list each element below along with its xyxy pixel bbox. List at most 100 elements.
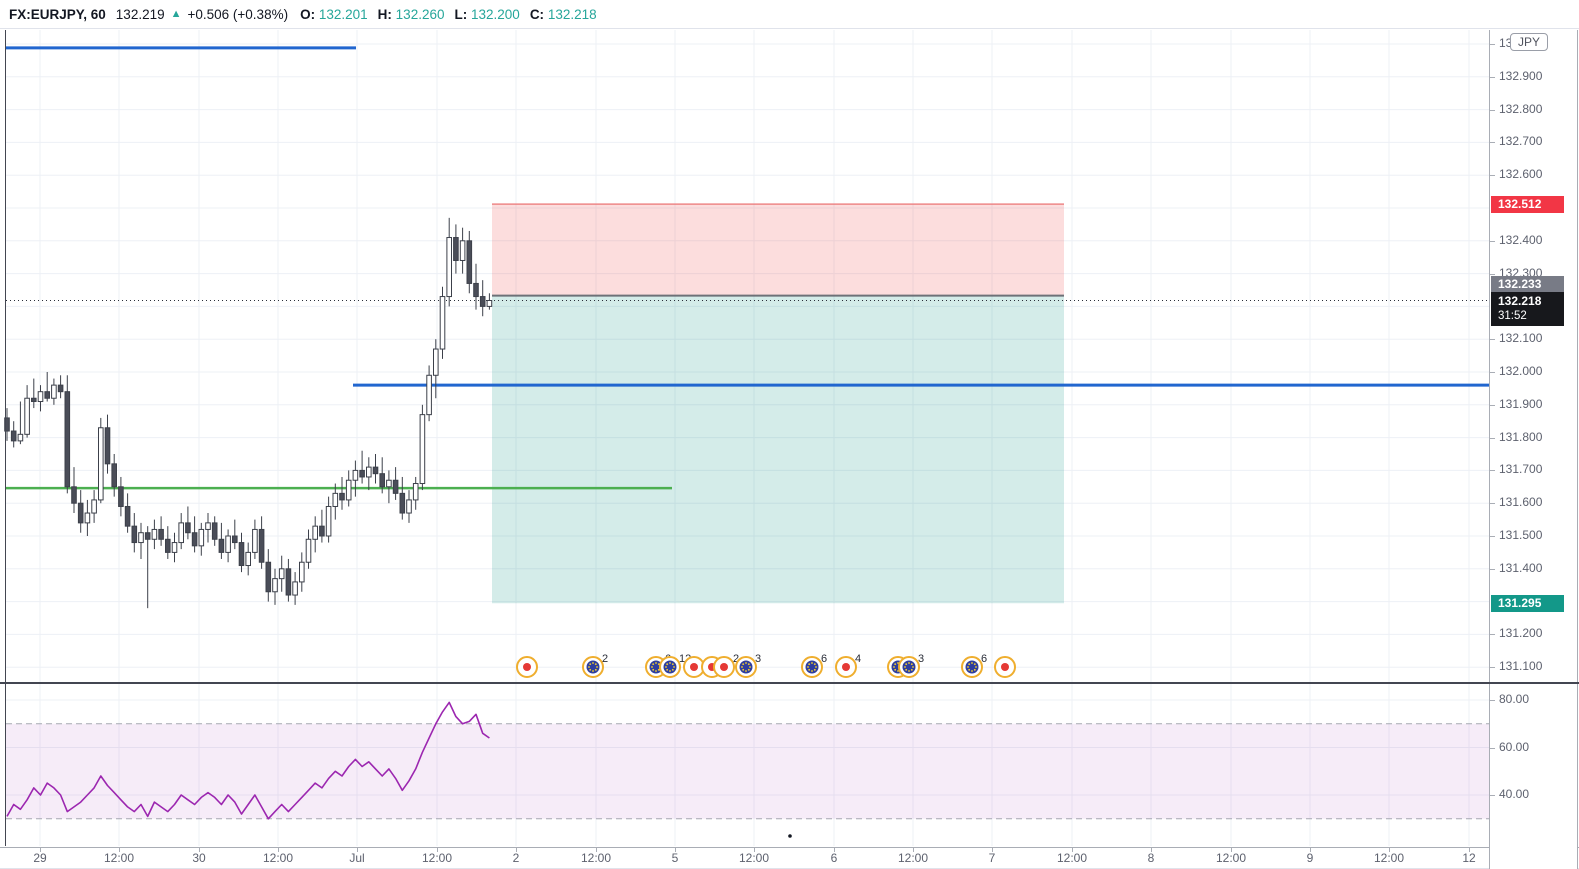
price-axis-tick xyxy=(1490,339,1495,341)
economic-event-marker-eu[interactable]: 6 xyxy=(801,653,827,678)
price-axis-label: 131.900 xyxy=(1499,396,1543,411)
candle-body xyxy=(138,532,144,544)
position-profit-zone[interactable] xyxy=(492,295,1064,604)
time-axis-label: 12:00 xyxy=(738,851,770,865)
time-axis-tick xyxy=(913,848,914,852)
eu-star-dot xyxy=(893,666,895,668)
open-value: 132.201 xyxy=(318,6,368,22)
candle-body xyxy=(191,532,198,547)
candle-body xyxy=(98,427,104,501)
event-count: 2 xyxy=(602,653,608,665)
price-axis-tick xyxy=(1490,568,1495,570)
eu-star-dot xyxy=(908,662,910,664)
candle-body xyxy=(158,528,164,540)
eu-star-dot xyxy=(808,668,811,671)
economic-event-marker-eu[interactable]: 12 xyxy=(659,653,691,678)
candle-body xyxy=(10,430,17,442)
eu-star-dot xyxy=(905,668,908,671)
time-axis-tick xyxy=(754,848,755,852)
eu-star-dot xyxy=(905,663,908,666)
time-axis-label: 12:00 xyxy=(421,851,453,865)
eu-star-dot xyxy=(811,670,813,672)
time-axis-label: Jul xyxy=(349,851,365,865)
axis-corner xyxy=(1489,847,1578,869)
time-axis-tick xyxy=(834,848,835,852)
time-axis-tick xyxy=(992,848,993,852)
chart-left-border xyxy=(5,30,6,846)
price-axis[interactable]: 132.512 132.233 132.218 31:52 131.295 JP… xyxy=(1489,30,1578,847)
position-risk-zone[interactable] xyxy=(492,204,1064,296)
economic-event-marker-jp[interactable] xyxy=(516,656,538,678)
entry-price-label[interactable]: 132.233 xyxy=(1491,276,1564,294)
currency-badge[interactable]: JPY xyxy=(1510,33,1549,51)
economic-event-marker-jp[interactable]: 4 xyxy=(835,653,861,678)
price-axis-tick xyxy=(1490,240,1495,242)
eu-star-dot xyxy=(671,663,674,666)
time-axis-tick xyxy=(1072,848,1073,852)
event-count: 4 xyxy=(855,653,861,665)
stop-price-label[interactable]: 131.295 xyxy=(1491,594,1564,612)
eu-star-dot xyxy=(808,663,811,666)
eu-star-dot xyxy=(908,670,910,672)
time-axis-tick xyxy=(516,848,517,852)
candle-body xyxy=(339,492,345,501)
price-axis-tick xyxy=(1490,536,1495,537)
eu-star-dot xyxy=(666,663,669,666)
price-axis-tick xyxy=(1490,503,1495,505)
candle-body xyxy=(24,397,30,435)
candle-body xyxy=(305,538,312,563)
candle-body xyxy=(486,299,493,307)
price-axis-tick xyxy=(1490,372,1495,373)
candle-body xyxy=(419,414,426,485)
time-axis-tick xyxy=(675,848,676,852)
price-axis-tick xyxy=(1490,76,1495,78)
rsi-band xyxy=(6,723,1489,819)
bar-countdown: 31:52 xyxy=(1498,310,1527,323)
economic-event-marker-eu[interactable]: 2 xyxy=(582,653,608,678)
candle-body xyxy=(439,296,446,350)
pane-divider[interactable] xyxy=(0,682,1579,684)
eu-star-dot xyxy=(813,663,816,666)
candle-body xyxy=(104,427,111,465)
candle-body xyxy=(299,561,305,583)
candle-body xyxy=(198,528,205,547)
eu-star-dot xyxy=(655,670,657,672)
time-axis[interactable]: 29 12:00 30 12:00 Jul 12:00 2 12:00 5 12:00 6 12:00… xyxy=(0,847,1579,869)
target-price-label[interactable]: 132.512 xyxy=(1491,195,1564,213)
price-axis-label: 131.100 xyxy=(1499,659,1543,674)
economic-event-marker-jp[interactable] xyxy=(683,656,705,678)
time-axis-tick xyxy=(437,848,438,852)
candle-body xyxy=(211,522,218,540)
open-label: O: xyxy=(300,6,316,22)
candle-body xyxy=(399,492,406,514)
economic-event-marker-jp[interactable]: 2 xyxy=(713,653,739,678)
time-axis-label: 8 xyxy=(1147,851,1155,865)
time-axis-label: 12:00 xyxy=(103,851,135,865)
economic-event-marker-jp[interactable] xyxy=(994,656,1016,678)
eu-star-dot xyxy=(651,666,653,668)
time-axis-tick xyxy=(1310,848,1311,852)
candle-body xyxy=(151,528,158,540)
eu-star-dot xyxy=(592,670,594,672)
economic-event-marker-eu[interactable]: 3 xyxy=(898,653,924,678)
eu-star-dot xyxy=(666,668,669,671)
economic-event-marker-eu[interactable]: 6 xyxy=(961,653,987,678)
candle-body xyxy=(238,542,245,567)
eu-star-dot xyxy=(897,670,899,672)
rsi-line xyxy=(6,701,490,820)
eu-star-dot xyxy=(811,662,813,664)
candle-body xyxy=(258,528,265,563)
candle-body xyxy=(144,532,151,540)
symbol-title[interactable]: FX:EURJPY, 60 xyxy=(9,6,106,22)
eu-star-dot xyxy=(747,663,750,666)
time-axis-label: 5 xyxy=(671,851,679,865)
rsi-axis-tick xyxy=(1490,700,1495,701)
jp-flag-icon xyxy=(720,663,728,671)
economic-event-marker-eu[interactable]: 3 xyxy=(735,653,761,678)
eu-star-dot xyxy=(745,662,747,664)
eu-star-dot xyxy=(652,668,655,671)
eu-star-dot xyxy=(592,662,594,664)
eu-star-dot xyxy=(665,666,667,668)
high-label: H: xyxy=(377,6,392,22)
